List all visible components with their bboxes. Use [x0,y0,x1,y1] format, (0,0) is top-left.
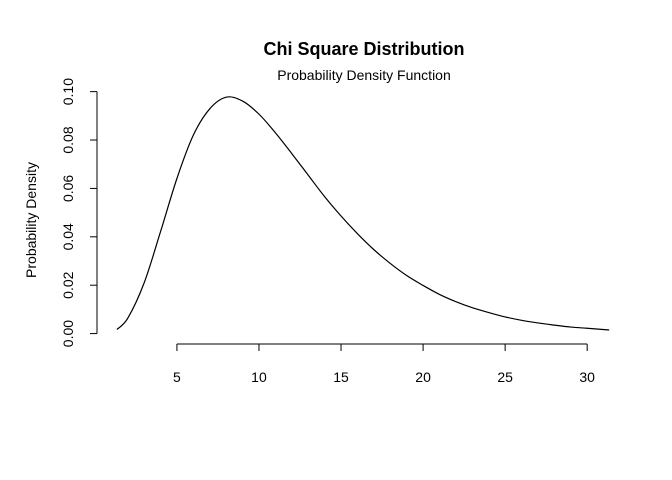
chart-subtitle: Probability Density Function [277,67,451,83]
x-tick-label: 25 [497,369,513,385]
y-axis: 0.00 0.02 0.04 0.06 0.08 0.10 [60,78,98,347]
y-axis-label: Probability Density [23,162,39,278]
x-axis: 5 10 15 20 25 30 [173,343,595,385]
chart-title: Chi Square Distribution [263,39,464,59]
plot-area [116,96,610,331]
x-tick-label: 15 [333,369,349,385]
y-tick-label: 0.10 [60,78,76,105]
density-curve [116,96,610,331]
y-tick-label: 0.02 [60,271,76,298]
x-tick-label: 5 [173,369,181,385]
y-tick-label: 0.06 [60,175,76,202]
x-tick-label: 30 [579,369,595,385]
x-tick-label: 20 [415,369,431,385]
x-tick-label: 10 [251,369,267,385]
y-tick-label: 0.00 [60,320,76,347]
y-tick-label: 0.04 [60,223,76,250]
y-tick-label: 0.08 [60,126,76,153]
